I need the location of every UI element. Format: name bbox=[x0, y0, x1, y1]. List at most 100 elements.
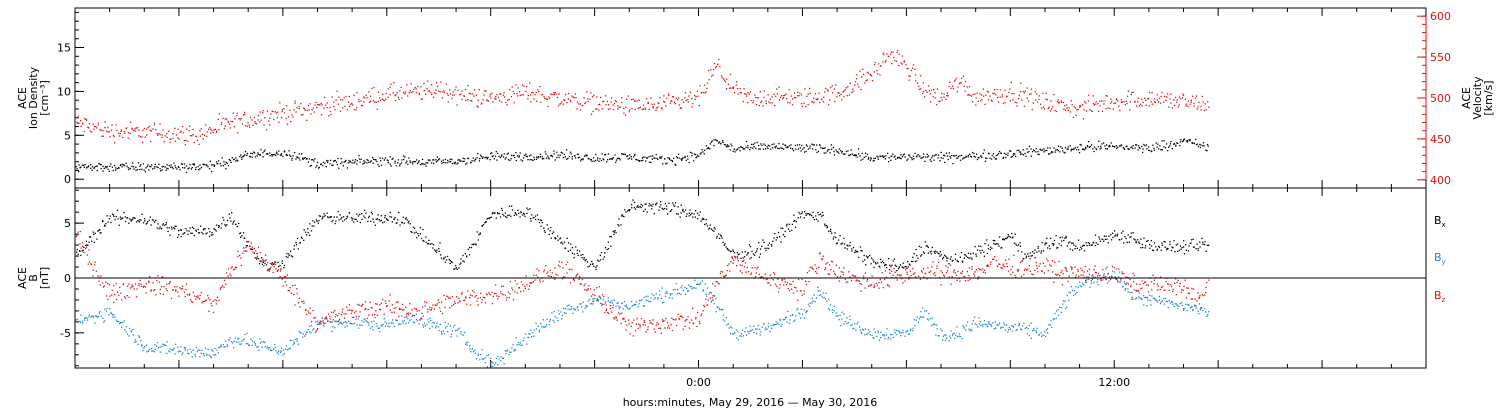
data-point-density bbox=[395, 165, 397, 167]
data-point-bx bbox=[862, 260, 864, 263]
data-point-density bbox=[354, 159, 357, 161]
data-point-by bbox=[285, 348, 287, 350]
data-point-bx bbox=[1085, 242, 1087, 244]
data-point-density bbox=[762, 148, 765, 150]
data-point-bx bbox=[893, 258, 895, 260]
data-point-velocity bbox=[982, 88, 985, 90]
data-point-by bbox=[580, 303, 582, 305]
data-point-velocity bbox=[300, 103, 302, 105]
data-point-bx bbox=[736, 251, 738, 254]
data-point-by bbox=[722, 319, 724, 321]
data-point-density bbox=[449, 161, 452, 163]
data-point-bx bbox=[972, 252, 974, 254]
data-point-by bbox=[306, 331, 308, 333]
data-point-density bbox=[1175, 145, 1177, 147]
data-point-bz bbox=[243, 247, 245, 249]
data-point-bx bbox=[416, 237, 418, 239]
data-point-by bbox=[742, 335, 744, 337]
data-point-density bbox=[128, 168, 130, 171]
data-point-density bbox=[1047, 147, 1049, 149]
data-point-bx bbox=[318, 215, 320, 217]
data-point-velocity bbox=[318, 104, 320, 106]
data-point-bz bbox=[136, 288, 138, 290]
data-point-velocity bbox=[760, 101, 762, 104]
data-point-density bbox=[98, 162, 100, 165]
data-point-velocity bbox=[108, 131, 111, 133]
data-point-density bbox=[1112, 145, 1114, 148]
data-point-bz bbox=[386, 305, 389, 307]
data-point-density bbox=[1005, 156, 1007, 159]
data-point-velocity bbox=[1127, 95, 1129, 97]
data-point-bx bbox=[511, 205, 513, 207]
data-point-bx bbox=[338, 219, 340, 221]
data-point-by bbox=[730, 326, 732, 328]
data-point-by bbox=[216, 349, 218, 351]
data-point-bx bbox=[821, 215, 823, 217]
data-point-bx bbox=[683, 211, 685, 213]
data-point-by bbox=[142, 349, 144, 352]
data-point-by bbox=[325, 317, 327, 319]
data-point-density bbox=[271, 154, 273, 156]
data-point-density bbox=[249, 156, 251, 158]
data-point-bx bbox=[695, 210, 697, 212]
data-point-density bbox=[1199, 146, 1201, 149]
data-point-velocity bbox=[618, 106, 620, 108]
data-point-by bbox=[1032, 330, 1034, 332]
data-point-density bbox=[751, 143, 753, 146]
data-point-bx bbox=[1011, 237, 1013, 239]
data-point-velocity bbox=[492, 101, 494, 103]
data-point-by bbox=[340, 322, 343, 324]
data-point-by bbox=[316, 320, 319, 322]
data-point-bz bbox=[306, 313, 308, 316]
data-point-density bbox=[604, 154, 606, 156]
data-point-bx bbox=[1124, 236, 1126, 238]
data-point-bz bbox=[346, 306, 348, 308]
data-point-by bbox=[674, 288, 676, 291]
data-point-by bbox=[610, 301, 612, 303]
data-point-velocity bbox=[76, 121, 78, 124]
data-point-bz bbox=[156, 280, 158, 282]
data-point-velocity bbox=[1132, 91, 1134, 93]
data-point-density bbox=[978, 157, 980, 159]
data-point-density bbox=[78, 164, 80, 166]
data-point-density bbox=[595, 159, 597, 162]
data-point-bz bbox=[254, 256, 256, 259]
data-point-velocity bbox=[624, 114, 627, 116]
data-point-by bbox=[638, 299, 641, 302]
data-point-by bbox=[337, 323, 339, 325]
data-point-bz bbox=[225, 283, 227, 285]
data-point-velocity bbox=[706, 87, 708, 90]
data-point-by bbox=[567, 308, 569, 310]
data-point-by bbox=[824, 298, 827, 300]
data-point-by bbox=[617, 302, 619, 304]
data-point-velocity bbox=[596, 96, 598, 98]
data-point-by bbox=[1181, 304, 1184, 307]
data-point-density bbox=[971, 151, 974, 154]
data-point-by bbox=[654, 297, 656, 299]
data-point-bx bbox=[393, 218, 395, 220]
data-point-velocity bbox=[394, 100, 397, 102]
data-point-velocity bbox=[519, 94, 521, 97]
data-point-by bbox=[680, 293, 682, 296]
data-point-by bbox=[1185, 303, 1187, 305]
data-point-bz bbox=[223, 279, 226, 282]
data-point-density bbox=[840, 150, 842, 152]
data-point-by bbox=[464, 331, 466, 334]
data-point-bx bbox=[895, 265, 898, 267]
data-point-bx bbox=[997, 243, 999, 245]
data-point-bx bbox=[133, 217, 135, 219]
data-point-bx bbox=[716, 237, 718, 239]
data-point-bx bbox=[942, 256, 945, 259]
data-point-velocity bbox=[1068, 107, 1070, 109]
data-point-density bbox=[427, 159, 429, 161]
data-point-density bbox=[778, 147, 780, 150]
data-point-bx bbox=[485, 221, 487, 223]
data-point-bx bbox=[97, 230, 99, 232]
data-point-velocity bbox=[584, 102, 586, 105]
data-point-bx bbox=[448, 258, 450, 261]
data-point-density bbox=[951, 154, 953, 157]
data-point-velocity bbox=[1060, 101, 1062, 103]
data-point-bx bbox=[1202, 243, 1204, 245]
data-point-bx bbox=[135, 221, 138, 223]
data-point-bx bbox=[331, 221, 333, 223]
